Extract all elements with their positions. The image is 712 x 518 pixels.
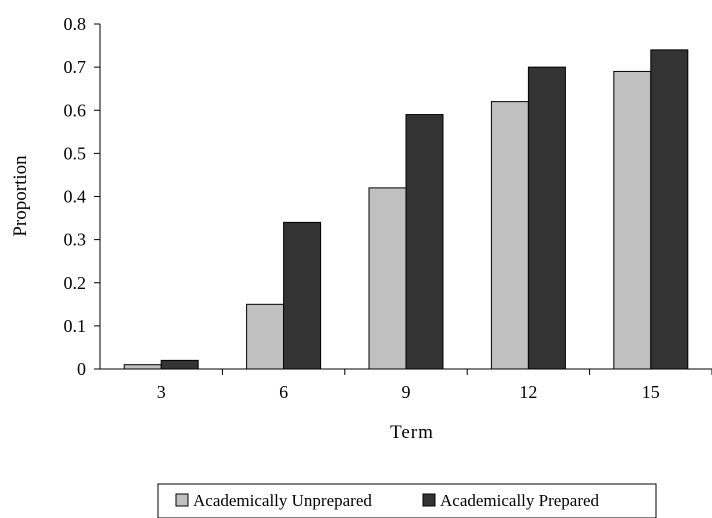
x-axis-ticks: 3 6 9 12 15: [157, 369, 712, 402]
y-tick-label: 0.1: [64, 316, 87, 336]
legend-box: [157, 483, 657, 518]
x-tick-label: 3: [157, 382, 166, 402]
bar-unprepared-6: [246, 303, 285, 370]
bar-prepared-3: [160, 359, 199, 370]
x-tick-label: 15: [642, 382, 660, 402]
y-tick-label: 0: [77, 359, 86, 379]
x-tick-label: 6: [279, 382, 288, 402]
bar-prepared-15: [650, 49, 689, 370]
x-tick-label: 9: [402, 382, 411, 402]
legend-swatch: [175, 493, 189, 507]
y-tick-label: 0.7: [64, 57, 87, 77]
y-axis-label: Proportion: [10, 155, 31, 237]
x-tick-label: 12: [519, 382, 537, 402]
legend-swatch: [422, 493, 436, 507]
y-tick-label: 0.3: [64, 230, 87, 250]
y-tick-label: 0.2: [64, 273, 87, 293]
y-axis-ticks: 0 0.1 0.2 0.3 0.4 0.5 0.6 0.7 0.8: [64, 14, 100, 379]
y-tick-label: 0.6: [64, 100, 87, 120]
bars: [123, 49, 689, 370]
bar-prepared-12: [527, 66, 566, 370]
bar-unprepared-3: [123, 364, 162, 370]
y-tick-label: 0.4: [64, 187, 87, 207]
y-tick-label: 0.5: [64, 143, 87, 163]
bar-prepared-6: [283, 221, 322, 370]
bar-unprepared-12: [490, 101, 529, 370]
legend-label: Academically Prepared: [440, 491, 600, 510]
legend-label: Academically Unprepared: [193, 491, 372, 510]
bar-unprepared-9: [368, 187, 407, 370]
bar-unprepared-15: [613, 70, 652, 370]
legend: Academically Unprepared Academically Prep…: [157, 483, 657, 518]
x-axis-label: Term: [390, 422, 434, 443]
y-tick-label: 0.8: [64, 14, 87, 34]
bar-prepared-9: [405, 114, 444, 370]
